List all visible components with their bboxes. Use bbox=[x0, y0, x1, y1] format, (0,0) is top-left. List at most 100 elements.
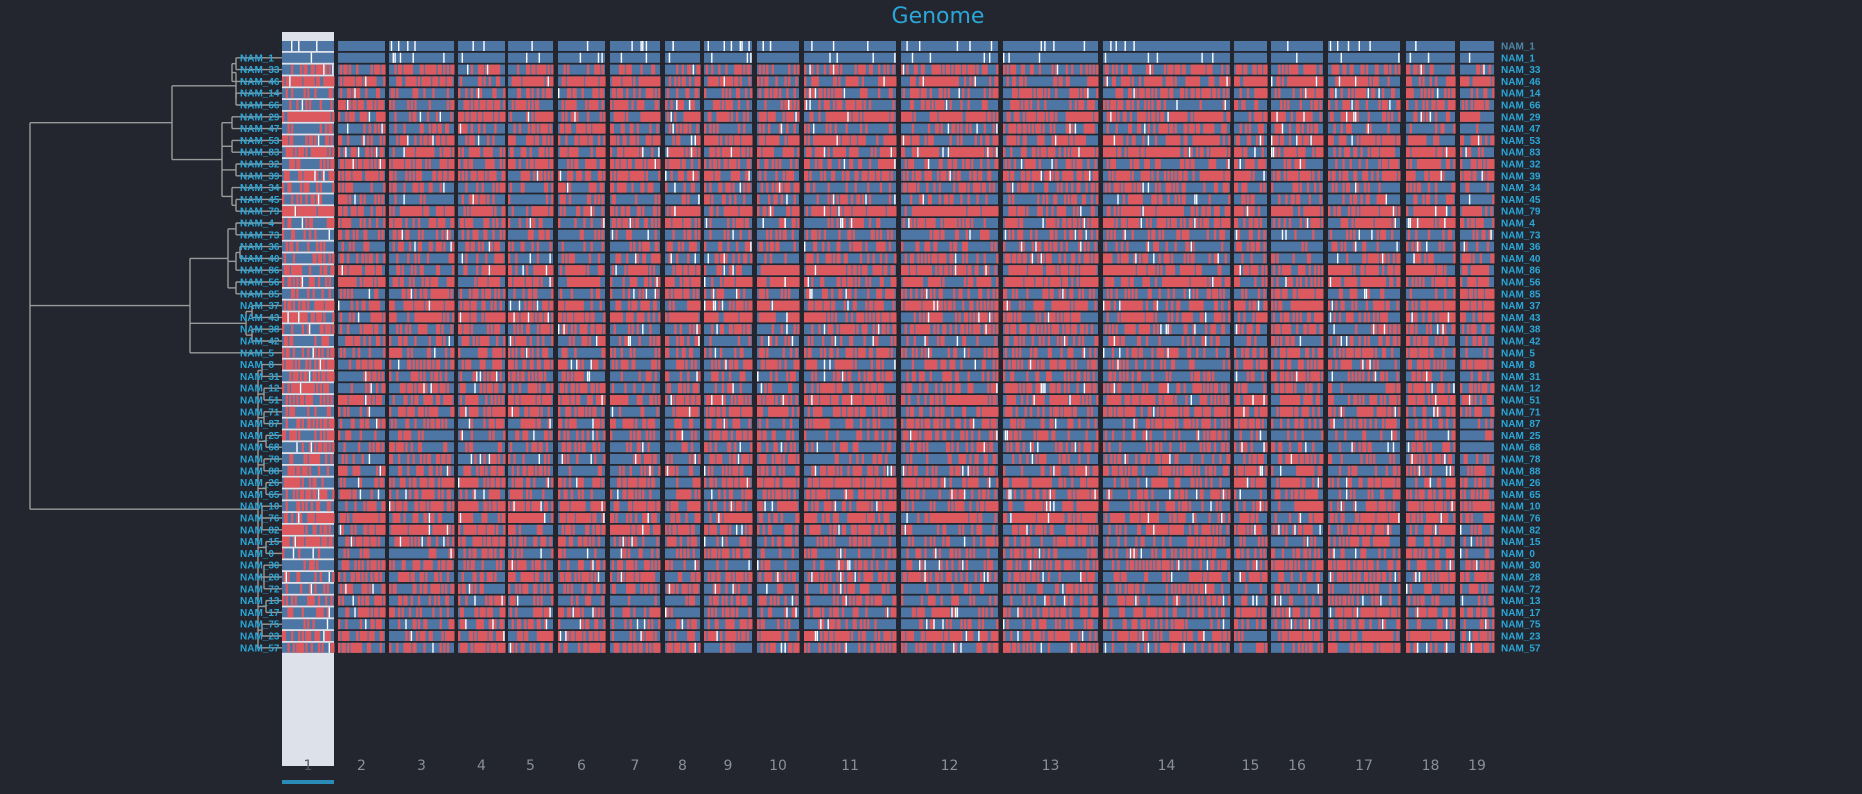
variant-stripe bbox=[705, 170, 709, 181]
variant-stripe bbox=[465, 111, 468, 122]
variant-stripe bbox=[728, 76, 732, 87]
variant-stripe bbox=[1398, 206, 1401, 217]
variant-stripe bbox=[596, 123, 599, 134]
variant-stripe bbox=[883, 135, 886, 146]
variant-stripe bbox=[1067, 194, 1070, 205]
variant-stripe bbox=[902, 135, 905, 146]
variant-stripe bbox=[359, 100, 363, 110]
variant-stripe bbox=[1179, 159, 1183, 169]
variant-stripe bbox=[549, 123, 552, 134]
variant-stripe bbox=[312, 147, 315, 158]
variant-stripe bbox=[1013, 111, 1017, 122]
variant-stripe bbox=[927, 123, 931, 134]
variant-stripe bbox=[517, 64, 520, 75]
variant-stripe bbox=[396, 88, 399, 99]
variant-stripe bbox=[1356, 218, 1360, 228]
variant-stripe bbox=[936, 170, 940, 181]
variant-stripe bbox=[1353, 170, 1356, 181]
variant-stripe bbox=[1076, 111, 1079, 122]
variant-stripe bbox=[1160, 206, 1163, 217]
variant-stripe bbox=[652, 64, 656, 75]
variant-stripe bbox=[314, 135, 317, 146]
variant-stripe bbox=[536, 100, 540, 110]
variant-stripe bbox=[549, 111, 552, 122]
variant-stripe bbox=[1135, 206, 1138, 217]
variant-stripe bbox=[1080, 88, 1083, 99]
variant-stripe bbox=[1283, 218, 1286, 228]
variant-stripe bbox=[599, 182, 602, 193]
variant-stripe bbox=[870, 111, 873, 122]
variant-stripe bbox=[428, 218, 431, 228]
variant-stripe bbox=[1271, 182, 1274, 193]
variant-stripe bbox=[852, 100, 855, 110]
variant-stripe bbox=[289, 111, 292, 122]
variant-stripe bbox=[1224, 76, 1227, 87]
variant-stripe bbox=[1479, 206, 1482, 217]
variant-stripe bbox=[1248, 170, 1252, 181]
variant-stripe bbox=[748, 76, 751, 87]
variant-stripe bbox=[599, 88, 602, 99]
variant-stripe bbox=[341, 218, 344, 228]
variant-stripe bbox=[861, 218, 864, 228]
track-cell bbox=[1460, 170, 1494, 181]
variant-stripe bbox=[531, 123, 534, 134]
track-cell bbox=[458, 218, 505, 228]
variant-stripe bbox=[954, 218, 958, 228]
variant-stripe bbox=[551, 159, 554, 169]
variant-stripe bbox=[468, 135, 472, 146]
variant-stripe bbox=[1287, 159, 1290, 169]
variant-stripe bbox=[1037, 111, 1040, 122]
variant-stripe bbox=[439, 76, 442, 87]
variant-stripe bbox=[1283, 206, 1286, 217]
variant-stripe bbox=[314, 147, 317, 158]
variant-stripe bbox=[832, 76, 836, 87]
variant-stripe bbox=[620, 159, 623, 169]
variant-stripe bbox=[674, 76, 677, 87]
variant-stripe bbox=[913, 147, 916, 158]
variant-stripe bbox=[829, 159, 832, 169]
variant-stripe bbox=[746, 64, 749, 75]
variant-stripe bbox=[1076, 182, 1079, 193]
variant-stripe bbox=[743, 111, 746, 122]
variant-stripe bbox=[698, 206, 701, 217]
variant-stripe bbox=[377, 159, 381, 169]
variant-stripe bbox=[1351, 206, 1354, 217]
track-cell bbox=[1103, 194, 1230, 205]
variant-stripe bbox=[1440, 218, 1443, 228]
variant-stripe bbox=[399, 52, 402, 63]
variant-stripe bbox=[1243, 170, 1246, 181]
track-cell bbox=[757, 147, 799, 158]
variant-stripe bbox=[1442, 170, 1445, 181]
variant-stripe bbox=[586, 64, 590, 75]
variant-stripe bbox=[720, 182, 723, 193]
variant-stripe bbox=[572, 76, 575, 87]
variant-stripe bbox=[1219, 111, 1222, 122]
variant-stripe bbox=[403, 194, 405, 205]
variant-stripe bbox=[1245, 159, 1248, 169]
variant-stripe bbox=[656, 135, 659, 146]
variant-stripe bbox=[942, 147, 944, 158]
variant-stripe bbox=[666, 88, 670, 99]
variant-stripe bbox=[1374, 206, 1378, 217]
variant-stripe bbox=[816, 135, 819, 146]
variant-stripe bbox=[476, 88, 479, 99]
variant-stripe bbox=[467, 64, 469, 75]
variant-stripe bbox=[1142, 182, 1144, 193]
row-label-left: NAM_40 bbox=[240, 254, 280, 265]
variant-stripe bbox=[376, 111, 379, 122]
variant-stripe bbox=[1179, 206, 1183, 217]
variant-stripe bbox=[503, 159, 506, 169]
variant-stripe bbox=[601, 159, 604, 169]
variant-stripe bbox=[1299, 182, 1302, 193]
variant-stripe bbox=[1074, 100, 1077, 110]
variant-stripe bbox=[1433, 170, 1436, 181]
variant-stripe bbox=[601, 88, 604, 99]
track-cell bbox=[665, 52, 700, 63]
variant-stripe bbox=[894, 194, 896, 205]
variant-stripe bbox=[780, 123, 783, 134]
variant-stripe bbox=[944, 194, 947, 205]
variant-stripe bbox=[412, 76, 415, 87]
variant-stripe bbox=[908, 218, 910, 228]
variant-stripe bbox=[542, 88, 545, 99]
variant-stripe bbox=[651, 218, 654, 228]
